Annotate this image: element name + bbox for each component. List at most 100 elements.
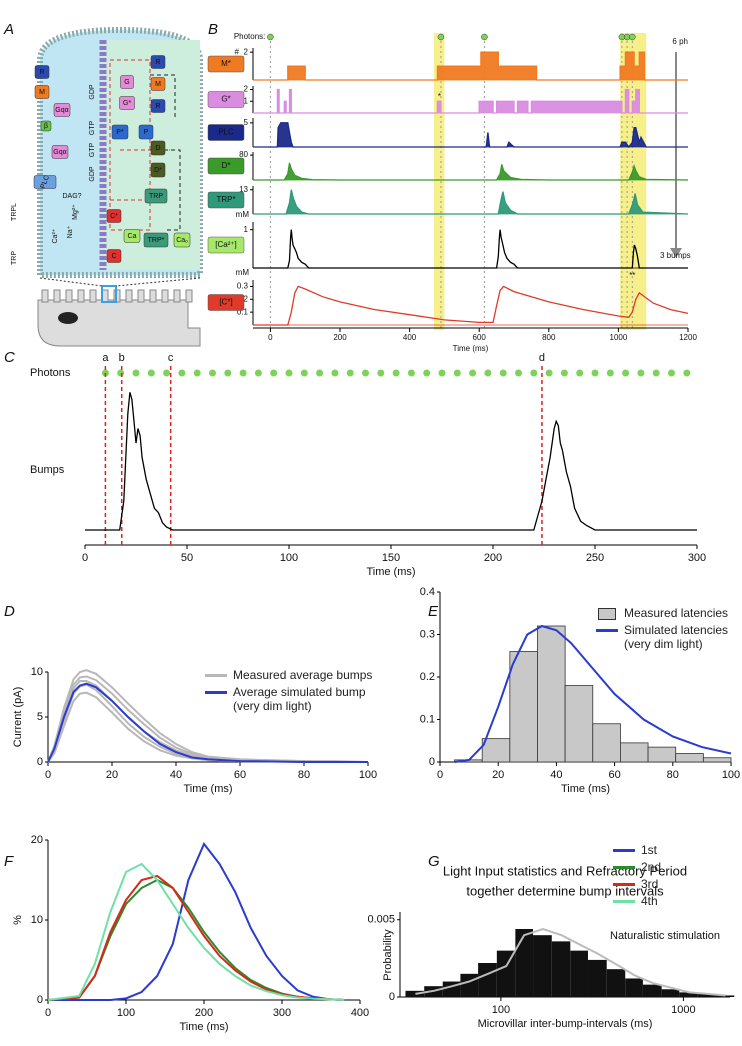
x-tick-label: 20 xyxy=(492,769,504,781)
photon xyxy=(453,369,461,377)
y-tick-label: 0.005 xyxy=(367,914,395,926)
node-label: Na⁺ xyxy=(67,225,74,238)
x-tick-label: 200 xyxy=(195,1007,213,1019)
photon xyxy=(499,369,507,377)
legend-swatch xyxy=(598,608,616,620)
marker-label: d xyxy=(539,352,545,364)
node xyxy=(123,229,141,243)
node-label: β xyxy=(44,123,48,130)
photon xyxy=(545,369,553,377)
photon xyxy=(438,369,446,377)
legend-entry: 4th xyxy=(613,894,703,908)
x-tick-label: 1000 xyxy=(610,333,628,342)
node-label: M xyxy=(155,81,161,88)
photon xyxy=(209,369,216,377)
node xyxy=(143,232,169,248)
legend-entry: Measured latencies xyxy=(596,606,736,620)
legend-swatch xyxy=(613,883,635,886)
data-line xyxy=(48,842,345,1001)
x-tick-label: 1000 xyxy=(671,1004,695,1016)
node-label: P xyxy=(144,129,149,136)
x-tick-label: 50 xyxy=(181,552,193,564)
y-tick-label: 20 xyxy=(31,834,43,846)
node-label: GDP xyxy=(89,166,96,182)
data-line xyxy=(253,229,688,269)
node-label: GDP xyxy=(89,84,96,100)
node-label: GTP xyxy=(89,142,96,157)
x-axis-label: Time (ms) xyxy=(366,566,415,578)
photon xyxy=(377,369,385,377)
photon xyxy=(285,369,293,377)
microvilli xyxy=(161,289,169,303)
y-axis-label: mM xyxy=(236,210,250,219)
x-tick-label: 80 xyxy=(667,769,679,781)
histogram-bar xyxy=(509,651,538,763)
x-tick-label: 400 xyxy=(403,333,417,342)
photon xyxy=(254,369,262,377)
data-line xyxy=(253,162,689,181)
legend: Measured average bumps Average simulated … xyxy=(205,668,395,716)
node-label: Caₒ xyxy=(176,237,188,244)
y-axis-label: Current (pA) xyxy=(12,687,24,748)
cell-body xyxy=(37,299,201,347)
nucleus xyxy=(58,312,78,324)
node-label: TRP* xyxy=(148,237,165,244)
arrow-head xyxy=(670,248,682,258)
legend-label: 2nd xyxy=(641,860,662,874)
legend-label: Measured average bumps xyxy=(233,668,373,682)
x-tick-label: 100 xyxy=(492,1004,510,1016)
photon xyxy=(606,369,614,377)
photon xyxy=(484,369,492,377)
data-line xyxy=(47,682,368,763)
x-axis-label: Time (ms) xyxy=(561,783,610,795)
data-line xyxy=(47,878,345,1001)
histogram-bar xyxy=(496,950,516,997)
microvilli xyxy=(65,289,73,303)
x-tick-label: 400 xyxy=(351,1007,369,1019)
highlight-band xyxy=(433,33,445,330)
annotation: 3 bumps xyxy=(660,251,691,260)
node xyxy=(144,188,168,204)
photon xyxy=(331,369,339,377)
photon xyxy=(423,369,431,377)
trace-label: Bumps xyxy=(30,464,65,476)
row-label: D* xyxy=(222,161,231,170)
highlight-band xyxy=(620,33,647,330)
node xyxy=(111,124,129,140)
y-tick-label: 0.3 xyxy=(420,628,435,640)
legend-entry: Measured average bumps xyxy=(205,668,395,682)
row-label-box xyxy=(207,157,245,175)
marker-label: b xyxy=(119,352,125,364)
node-label: D xyxy=(155,145,160,152)
photon xyxy=(629,33,636,41)
legend-label: 3rd xyxy=(641,877,659,891)
microvilli xyxy=(137,289,145,303)
y-tick-label: 0.1 xyxy=(237,307,249,316)
panel-label: E xyxy=(428,603,439,620)
legend-label: 1st xyxy=(641,843,658,857)
node xyxy=(119,96,135,110)
node xyxy=(53,103,71,117)
selected-microvillus xyxy=(101,285,117,303)
histogram-bar xyxy=(460,973,479,997)
annotation: * xyxy=(438,92,441,101)
x-tick-label: 60 xyxy=(608,769,620,781)
x-tick-label: 60 xyxy=(234,769,246,781)
feedback-loop xyxy=(109,59,170,231)
x-tick-label: 600 xyxy=(473,333,487,342)
y-tick-label: 2 xyxy=(244,47,249,56)
microvilli xyxy=(89,289,97,303)
node-label: C xyxy=(111,253,116,260)
histogram-bar xyxy=(570,950,588,997)
x-tick-label: 150 xyxy=(382,552,400,564)
photon xyxy=(316,369,324,377)
row-label: TRP* xyxy=(216,195,235,204)
photons-label: Photons: xyxy=(234,32,266,41)
node-label: PLC xyxy=(40,175,51,190)
y-tick-label: 0.2 xyxy=(420,671,435,683)
node xyxy=(173,232,191,248)
row-label: [C*] xyxy=(219,298,232,307)
node-label: R xyxy=(155,103,160,110)
x-tick-label: 0 xyxy=(45,1007,51,1019)
